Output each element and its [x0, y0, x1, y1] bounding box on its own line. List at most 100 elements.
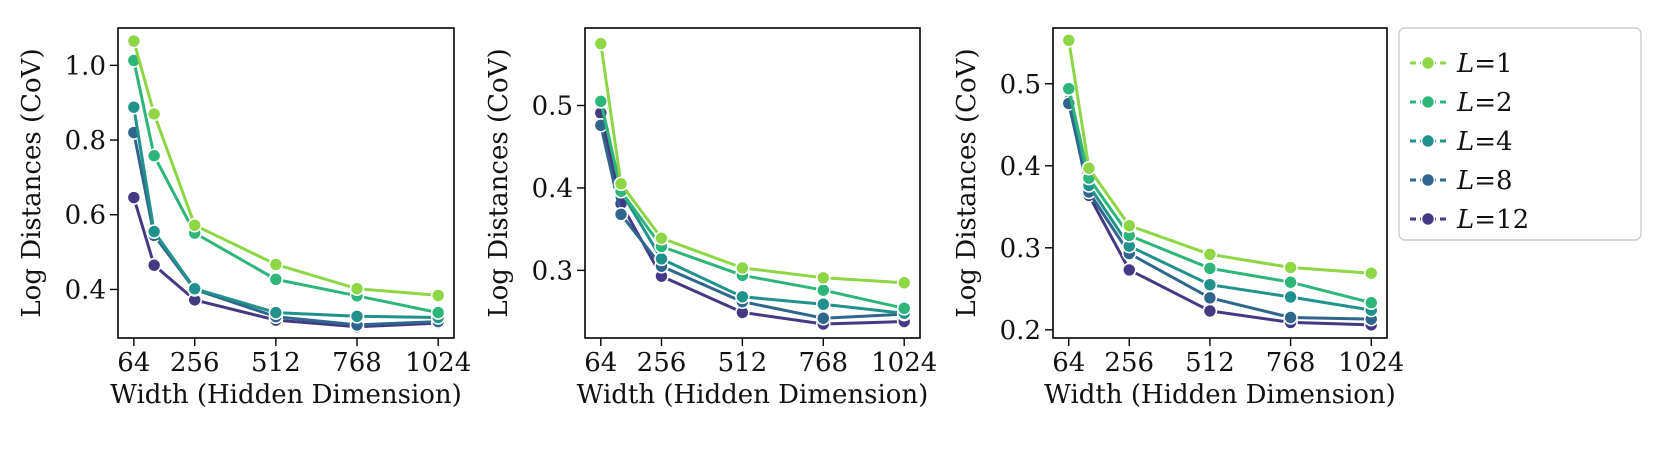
data-point	[146, 106, 162, 122]
x-tick-label: 64	[584, 348, 617, 378]
y-axis-label: Log Distances (CoV)	[484, 48, 514, 317]
series-L-1	[593, 36, 912, 291]
data-point	[187, 281, 203, 296]
data-point	[1202, 260, 1218, 276]
series-line	[1067, 40, 1372, 275]
y-axis-label: Log Distances (CoV)	[17, 48, 47, 317]
series-line	[599, 124, 905, 320]
data-point	[896, 301, 912, 316]
y-tick-label: 0.2	[1000, 316, 1041, 346]
legend-label: L=12	[1456, 205, 1529, 235]
x-tick-label: 1024	[405, 348, 471, 378]
series-line	[132, 40, 439, 297]
data-point	[146, 224, 162, 239]
legend-item: L=2	[1410, 88, 1513, 118]
legend-label: L=1	[1456, 49, 1513, 79]
series-line	[132, 106, 439, 319]
data-point	[1283, 274, 1298, 290]
y-tick-label: 0.3	[532, 256, 573, 286]
data-point	[430, 305, 446, 320]
x-tick-label: 1024	[1338, 348, 1404, 378]
legend-item: L=1	[1410, 49, 1513, 79]
data-point	[349, 309, 365, 324]
data-point	[1202, 290, 1218, 306]
data-point	[126, 99, 142, 115]
data-point	[1283, 289, 1298, 305]
data-point	[1202, 303, 1218, 319]
plot-frame	[584, 27, 921, 339]
x-tick-label: 512	[251, 348, 301, 378]
series-L-4	[126, 99, 446, 325]
x-tick-label: 64	[1052, 348, 1085, 378]
legend-label: L=4	[1456, 127, 1513, 157]
legend-marker	[1420, 172, 1436, 188]
data-point	[1202, 277, 1218, 292]
x-tick-label: 768	[798, 348, 848, 378]
series-L-2	[593, 94, 912, 316]
series-L-2	[126, 53, 446, 320]
legend: L=1 L=2 L=4 L=8 L=12	[1398, 27, 1642, 241]
legend-marker	[1420, 94, 1436, 110]
legend-marker	[1420, 211, 1436, 227]
series-L-12	[1061, 93, 1379, 333]
legend-item: L=4	[1410, 127, 1513, 157]
data-point	[815, 296, 831, 312]
data-point	[1061, 33, 1077, 48]
series-line	[599, 43, 905, 285]
data-point	[613, 207, 629, 222]
y-axis-label: Log Distances (CoV)	[952, 48, 982, 317]
data-point	[735, 289, 750, 305]
data-point	[1283, 310, 1298, 325]
legend-marker	[1420, 55, 1436, 71]
data-point	[146, 148, 162, 164]
series-line	[132, 132, 439, 327]
data-point	[654, 230, 669, 246]
data-point	[268, 272, 284, 287]
x-tick-label: 256	[637, 348, 687, 378]
data-point	[349, 281, 365, 296]
x-axis-label: Width (Hidden Dimension)	[577, 380, 929, 410]
data-point	[815, 270, 831, 286]
series-line	[599, 101, 905, 315]
data-point	[1363, 265, 1379, 281]
series-L-4	[593, 94, 912, 321]
series-line	[1067, 88, 1372, 312]
y-tick-label: 0.4	[1000, 152, 1041, 182]
data-point	[187, 217, 203, 233]
data-point	[815, 282, 831, 298]
data-point	[1121, 262, 1137, 278]
series-L-8	[126, 125, 446, 333]
legend-label: L=2	[1456, 88, 1513, 118]
x-tick-label: 512	[1185, 348, 1235, 378]
data-point	[126, 33, 142, 49]
plot-frame	[1052, 27, 1388, 339]
series-line	[132, 197, 439, 329]
y-tick-label: 0.4	[532, 174, 573, 204]
data-point	[268, 257, 284, 272]
data-point	[126, 190, 142, 205]
x-tick-label: 256	[170, 348, 220, 378]
data-point	[1283, 260, 1298, 275]
legend-item: L=12	[1410, 205, 1529, 235]
legend-marker	[1420, 133, 1436, 149]
data-point	[430, 288, 446, 303]
data-point	[654, 251, 669, 267]
series-L-1	[126, 33, 446, 303]
x-tick-label: 64	[117, 348, 150, 378]
x-tick-label: 768	[1266, 348, 1316, 378]
series-L-1	[1061, 33, 1379, 281]
legend-frame	[1398, 27, 1642, 241]
data-point	[896, 275, 912, 291]
x-tick-label: 256	[1104, 348, 1154, 378]
data-point	[735, 260, 750, 276]
data-point	[146, 257, 162, 273]
series-line	[599, 101, 905, 310]
y-tick-label: 0.3	[1000, 234, 1041, 264]
data-point	[593, 94, 609, 109]
data-point	[593, 36, 609, 51]
legend-label: L=8	[1456, 166, 1513, 196]
x-axis-label: Width (Hidden Dimension)	[1044, 380, 1396, 410]
x-tick-label: 1024	[871, 348, 937, 378]
